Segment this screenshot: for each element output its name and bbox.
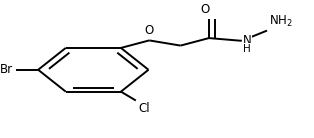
Text: O: O [200, 3, 209, 16]
Text: NH$_2$: NH$_2$ [268, 14, 292, 29]
Text: Br: Br [0, 63, 13, 76]
Text: O: O [145, 24, 154, 37]
Text: H: H [243, 44, 251, 54]
Text: Cl: Cl [138, 102, 150, 115]
Text: N: N [243, 34, 252, 47]
